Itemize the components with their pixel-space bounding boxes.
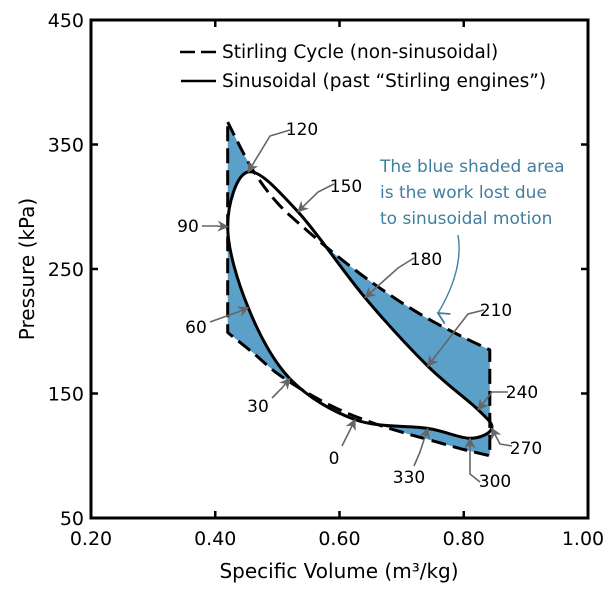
stirling-cycle-line [226, 120, 492, 458]
x-tick-label: 0.60 [318, 528, 360, 550]
legend-entry-stirling: Stirling Cycle (non-sinusoidal) [222, 42, 498, 63]
angle-arrow-90 [202, 220, 229, 232]
angle-label-180: 180 [410, 250, 442, 270]
angle-arrow-240 [477, 391, 508, 411]
angle-arrow-150 [297, 183, 335, 213]
angle-label-210: 210 [480, 301, 512, 321]
y-axis-label: Pressure (kPa) [15, 198, 39, 340]
angle-labels: 0 30 60 90 120 150 180 210 240 270 300 3… [177, 120, 542, 492]
legend: Stirling Cycle (non-sinusoidal) Sinusoid… [180, 42, 546, 92]
note-line-1: The blue shaded area [379, 157, 565, 177]
y-tick-label: 50 [60, 508, 84, 530]
angle-label-150: 150 [330, 177, 362, 197]
angle-arrow-0 [341, 418, 356, 447]
angle-arrow-180 [364, 257, 415, 299]
x-axis-label: Specific Volume (m³/kg) [219, 559, 458, 583]
legend-entry-sinusoidal: Sinusoidal (past “Stirling engines”) [222, 71, 546, 92]
angle-label-270: 270 [510, 439, 542, 459]
angle-label-90: 90 [177, 217, 199, 237]
y-tick-label: 450 [48, 10, 84, 32]
angle-label-120: 120 [286, 120, 318, 140]
x-tick-label: 1.00 [562, 528, 604, 550]
angle-arrow-270 [490, 427, 513, 447]
note-arrow [438, 234, 460, 313]
angle-label-240: 240 [506, 383, 538, 403]
angle-arrow-300 [464, 437, 481, 483]
angle-arrow-30 [271, 377, 291, 399]
x-tick-label: 0.40 [194, 528, 236, 550]
y-tick-label: 150 [48, 384, 84, 406]
sinusoidal-interior-fill [227, 171, 492, 439]
x-tick-label: 0.20 [70, 528, 112, 550]
angle-label-0: 0 [329, 449, 340, 469]
note-line-2: is the work lost due [380, 183, 547, 203]
note-annotation: The blue shaded area is the work lost du… [379, 157, 565, 313]
y-tick-label: 250 [48, 259, 84, 281]
angle-arrow-330 [413, 427, 430, 467]
angle-arrow-60 [209, 306, 250, 323]
note-line-3: to sinusoidal motion [380, 209, 552, 229]
angle-arrow-210 [427, 309, 485, 367]
angle-label-30: 30 [247, 397, 269, 417]
angle-arrow-120 [247, 129, 291, 173]
y-tick-label: 350 [48, 135, 84, 157]
angle-label-60: 60 [185, 318, 207, 338]
angle-label-300: 300 [479, 472, 511, 492]
angle-label-330: 330 [393, 468, 425, 488]
x-tick-label: 0.80 [443, 528, 485, 550]
